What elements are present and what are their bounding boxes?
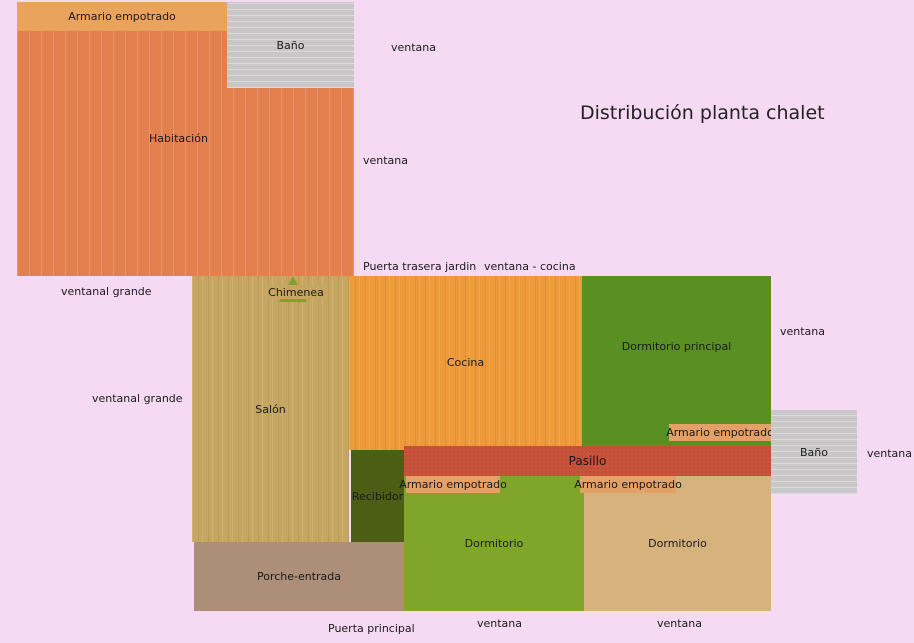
room-bano-top-label: Baño (276, 38, 305, 52)
room-armario-habitacion: Armario empotrado (17, 2, 227, 31)
room-dormitorio-label: Dormitorio (464, 537, 524, 550)
room-pasillo-label: Pasillo (568, 454, 607, 468)
annotation-ventanal-1: ventanal grande (61, 285, 152, 298)
annotation-puerta-principal: Puerta principal (328, 622, 415, 635)
annotation-ventana-principal: ventana (780, 325, 826, 338)
room-armario-habitacion-label: Armario empotrado (68, 10, 176, 23)
annotation-ventana-cocina: ventana - cocina (484, 260, 576, 273)
annotation-ventana-dormitorio: ventana (477, 617, 523, 630)
annotation-ventana-habitacion: ventana (363, 154, 409, 167)
annotation-ventana-dormitorio-2: ventana (657, 617, 703, 630)
room-chimenea: Chimenea (268, 285, 324, 299)
room-cocina-label: Cocina (446, 355, 485, 369)
room-dormitorio-principal-label: Dormitorio principal (621, 339, 732, 353)
room-chimenea-label: Chimenea (268, 285, 324, 299)
room-bano-right-label: Baño (800, 445, 828, 459)
room-dormitorio-principal: Dormitorio principal (582, 276, 771, 446)
room-pasillo: Pasillo (404, 446, 771, 476)
room-armario-principal: Armario empotrado (666, 424, 774, 441)
room-dormitorio-2-label: Dormitorio (648, 537, 707, 550)
annotation-ventana-bano-right: ventana (867, 447, 913, 460)
room-dormitorio: Dormitorio (404, 476, 584, 611)
room-porche: Porche-entrada (194, 542, 404, 611)
room-armario-dormitorio: Armario empotrado (399, 476, 507, 493)
room-armario-principal-label: Armario empotrado (666, 426, 774, 439)
room-habitacion-label: Habitación (149, 132, 208, 145)
room-porche-label: Porche-entrada (256, 570, 342, 583)
room-armario-dormitorio-2-label: Armario empotrado (574, 478, 682, 491)
room-armario-dormitorio-2: Armario empotrado (574, 476, 682, 493)
annotation-ventana-bano-top: ventana (391, 41, 437, 54)
room-recibidor-label: Recibidor (351, 489, 404, 503)
room-salon-label: Salón (255, 402, 286, 416)
annotation-puerta-trasera: Puerta trasera jardin (363, 260, 477, 273)
room-bano-right: Baño (771, 410, 857, 494)
room-armario-dormitorio-label: Armario empotrado (399, 478, 507, 491)
room-recibidor: Recibidor (351, 450, 404, 542)
room-salon: Salón (192, 276, 349, 542)
room-bano-top: Baño (227, 2, 354, 88)
room-cocina: Cocina (349, 276, 582, 450)
plan-title: Distribución planta chalet (580, 102, 825, 124)
annotation-ventanal-2: ventanal grande (92, 392, 183, 405)
room-dormitorio-2: Dormitorio (584, 476, 771, 611)
